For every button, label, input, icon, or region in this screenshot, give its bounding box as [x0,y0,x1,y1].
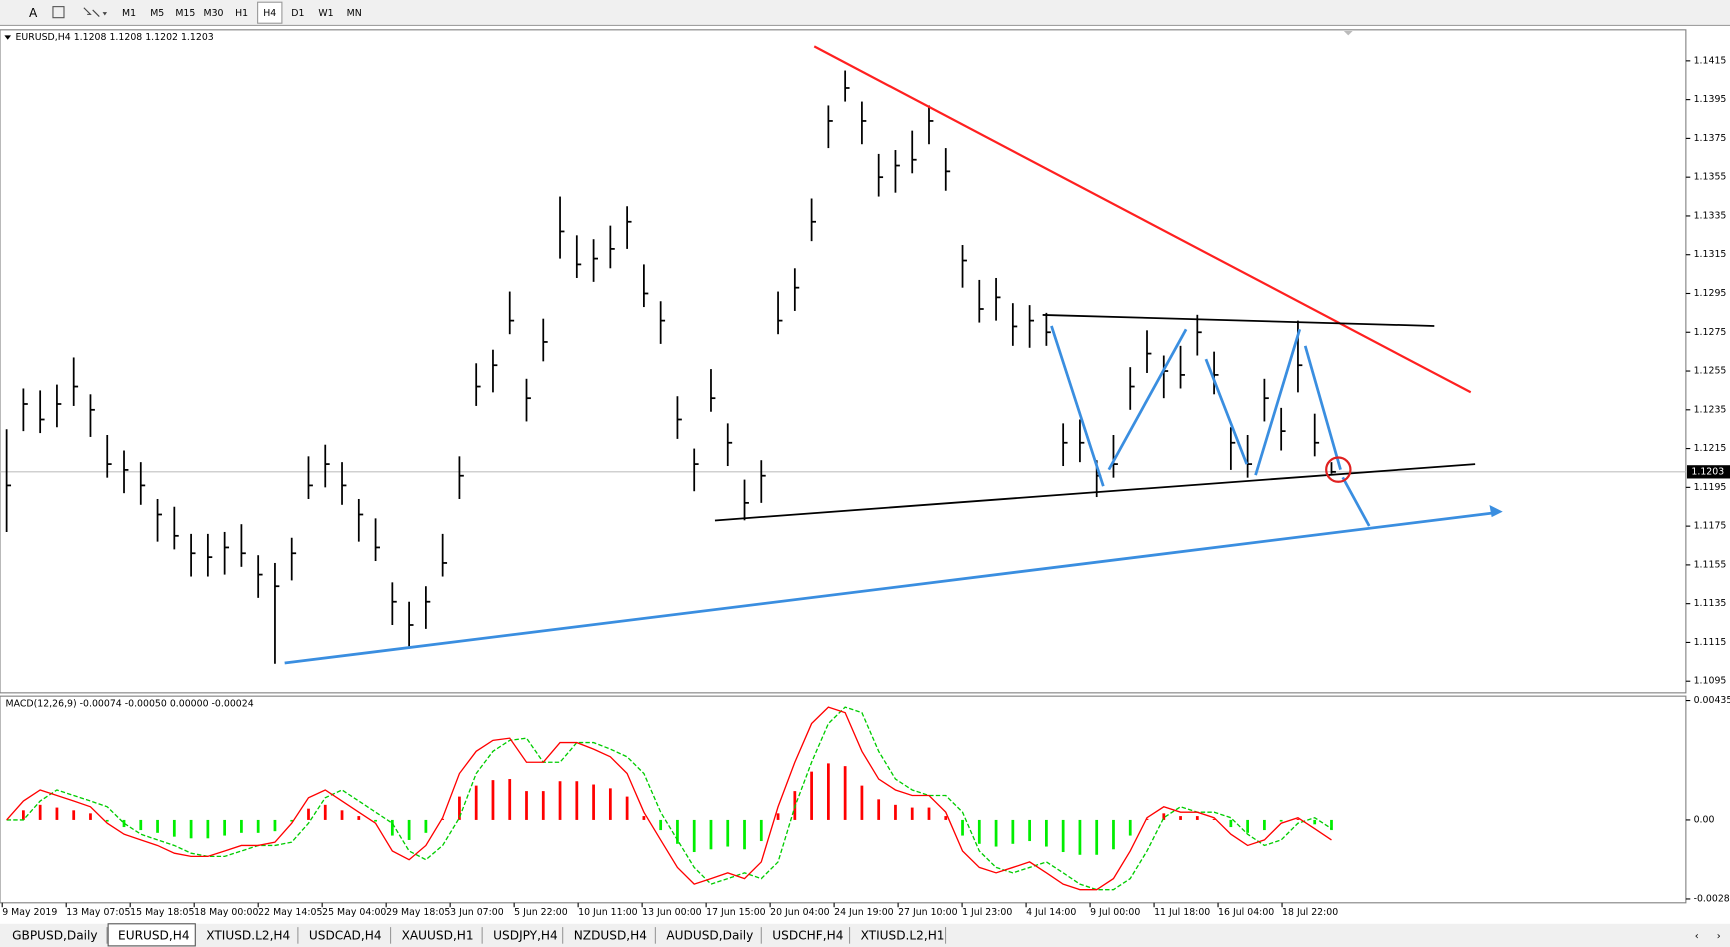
symbol-tab[interactable]: USDCHF,H4 [772,928,843,942]
resistance-line [813,45,1472,394]
support-line [714,463,1476,522]
y-tick-label: -0.00288 [1694,893,1730,904]
y-tick-label: 1.1155 [1694,559,1727,570]
timeframe-button[interactable]: M5 [150,8,164,19]
y-tick-label: 1.1195 [1694,482,1727,493]
time-label: 17 Jun 15:00 [706,907,766,918]
timeframe-button[interactable]: D1 [291,8,304,19]
symbol-tab[interactable]: XTIUSD.L2,H4 [206,928,290,942]
time-label: 10 Jun 11:00 [578,907,638,918]
zigzag [1050,325,1371,527]
time-label: 16 Jul 04:00 [1218,907,1274,918]
macd-panel [0,695,1687,904]
y-tick-label: 1.1335 [1694,210,1727,221]
timeframe-button[interactable]: H4 [263,8,276,19]
timeframe-button[interactable]: W1 [318,8,333,19]
y-tick-label: 1.1115 [1694,637,1727,648]
time-label: 11 Jul 18:00 [1154,907,1210,918]
time-label: 18 Jul 22:00 [1282,907,1338,918]
y-tick-label: 1.1295 [1694,288,1727,299]
timeframe-button[interactable]: M1 [122,8,136,19]
y-tick-label: 1.1235 [1694,404,1727,415]
y-tick-label: 1.1095 [1694,676,1727,687]
time-label: 20 Jun 04:00 [770,907,830,918]
symbol-tab[interactable]: XTIUSD.L2,H1 [861,928,945,942]
time-label: 24 Jun 19:00 [834,907,894,918]
symbol-tab[interactable]: XAUUSD,H1 [402,928,474,942]
arrow-tool[interactable] [83,7,100,17]
time-label: 13 May 07:05 [66,907,130,918]
y-tick-label: 1.1175 [1694,521,1727,532]
tab-scroll[interactable]: ‹ [1695,931,1699,942]
y-tick-label: 1.1395 [1694,94,1727,105]
symbol-tab[interactable]: NZDUSD,H4 [574,928,648,942]
symbol-tab[interactable]: EURUSD,H4 [118,928,190,942]
y-tick-label: 1.1315 [1694,249,1727,260]
toolbar [0,0,1730,26]
time-label: 22 May 14:05 [258,907,322,918]
active-tab [107,923,196,947]
symbol-tab[interactable]: USDCAD,H4 [309,928,382,942]
y-tick-label: 1.1415 [1694,55,1727,66]
timeframe-button[interactable]: H1 [235,8,248,19]
zigzag-leg [1107,328,1188,471]
timeframe-button[interactable]: M15 [175,8,195,19]
y-tick-label: 1.1375 [1694,133,1727,144]
y-tick-label: 1.1135 [1694,598,1727,609]
time-label: 3 Jun 07:00 [450,907,504,918]
text-tool[interactable]: A [29,6,38,20]
time-label: 5 Jun 22:00 [514,907,568,918]
panel-menu[interactable] [4,35,12,40]
chart-title: EURUSD,H4 1.1208 1.1208 1.1202 1.1203 [15,32,213,43]
shift-marker [1343,30,1353,36]
time-label: 1 Jul 23:00 [962,907,1012,918]
time-label: 9 Jul 00:00 [1090,907,1140,918]
zigzag-leg [1341,476,1371,527]
price-panel [0,29,1687,694]
text-label-tool[interactable] [52,6,65,19]
trend-arrow [284,511,1496,665]
y-tick-label: 1.1275 [1694,327,1727,338]
zigzag-leg [1050,325,1105,487]
last-price-label: 1.1203 [1691,466,1724,477]
time-label: 9 May 2019 [2,907,57,918]
zigzag-leg [1254,328,1302,476]
last-price-box [1686,465,1730,479]
signal-line [6,706,1332,891]
symbol-tab[interactable]: USDJPY,H4 [493,928,558,942]
highlight-circle [1325,456,1352,483]
range-top-line [1042,314,1435,327]
zigzag-leg [1303,345,1342,471]
symbol-tab[interactable]: GBPUSD,Daily [12,928,97,942]
zigzag-leg [1204,358,1249,465]
y-tick-label: 1.1255 [1694,366,1727,377]
dropdown[interactable] [102,12,108,16]
active-timeframe [257,1,283,24]
time-label: 15 May 18:05 [130,907,194,918]
y-tick-label: 0.00435 [1694,695,1730,706]
y-tick-label: 1.1355 [1694,172,1727,183]
time-label: 27 Jun 10:00 [898,907,958,918]
indicator-title: MACD(12,26,9) -0.00074 -0.00050 0.00000 … [6,698,254,709]
tab-scroll[interactable]: › [1717,931,1721,942]
time-label: 4 Jul 14:00 [1026,907,1076,918]
y-tick-label: 1.1215 [1694,443,1727,454]
annotations [284,45,1503,665]
symbol-tab[interactable]: AUDUSD,Daily [666,928,753,942]
arrow-head [1489,504,1503,518]
time-label: 13 Jun 00:00 [642,907,702,918]
time-label: 29 May 18:05 [386,907,450,918]
time-label: 18 May 00:00 [194,907,258,918]
y-tick-label: 0.00 [1694,814,1715,825]
timeframe-button[interactable]: M30 [203,8,223,19]
tab-bar [0,923,1730,947]
time-label: 25 May 04:00 [322,907,386,918]
macd-line [6,706,1332,891]
timeframe-button[interactable]: MN [347,8,362,19]
